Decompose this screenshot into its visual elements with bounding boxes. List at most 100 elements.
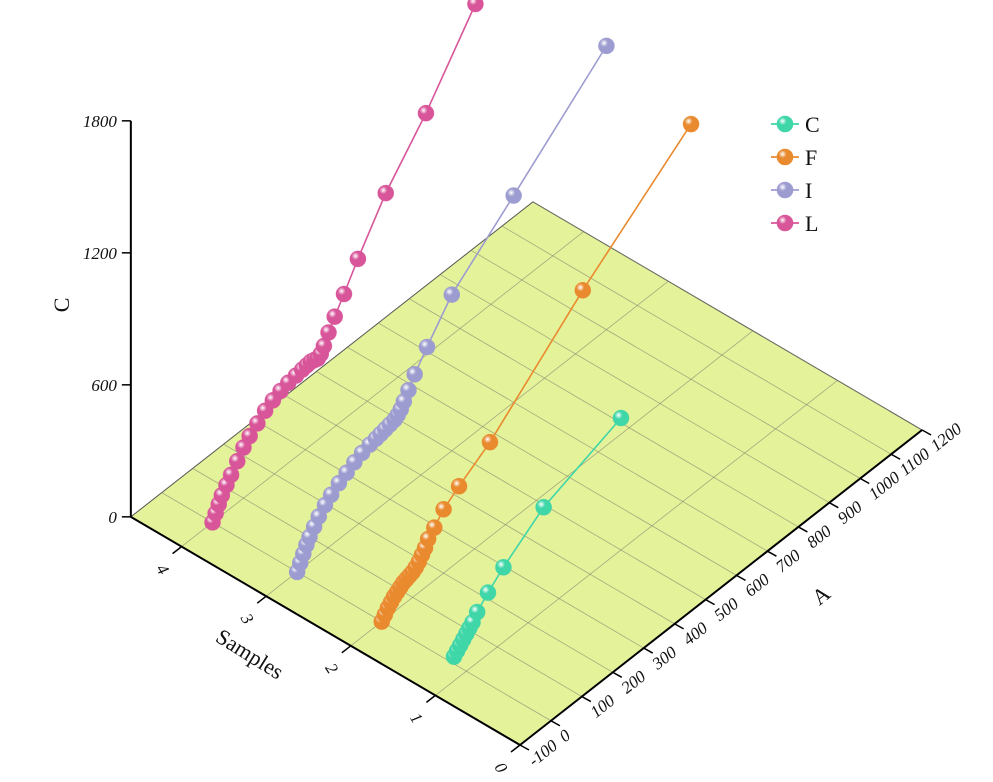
data-point-I — [505, 187, 522, 204]
a-axis-tick — [581, 695, 592, 703]
a-axis-tick — [859, 477, 870, 485]
data-point-F — [435, 501, 452, 518]
legend-marker — [776, 115, 794, 133]
floor-gridline-a — [532, 201, 923, 431]
a-axis-tick — [643, 647, 654, 654]
samples-axis-tick-label: 4 — [152, 561, 173, 579]
data-point-C — [468, 603, 486, 621]
data-point-I — [443, 286, 461, 303]
legend-marker — [776, 214, 794, 232]
floor-gridline-a — [316, 371, 706, 600]
floor-gridline-a — [192, 468, 583, 697]
a-axis-tick — [828, 502, 839, 509]
data-point-L — [417, 104, 435, 122]
floor-plane-layer — [129, 201, 923, 746]
a-axis-tick-label: 600 — [741, 570, 773, 601]
a-axis-tick-label: 0 — [556, 725, 575, 746]
data-point-I — [400, 381, 417, 399]
samples-axis-title: Samples — [212, 624, 288, 685]
samples-axis-tick — [341, 645, 352, 654]
a-axis-tick-label: 700 — [772, 545, 804, 576]
c-axis-tick-label: 0 — [108, 508, 117, 527]
floor-gridline-a — [161, 492, 552, 722]
a-axis-tick-label: 1200 — [927, 419, 966, 455]
c-axis-tick-label: 1200 — [83, 244, 118, 263]
a-axis-tick — [612, 671, 623, 678]
data-point-L — [228, 452, 246, 470]
a-axis-tick-label: 1000 — [865, 467, 904, 503]
legend-item-C: C — [771, 112, 820, 137]
a-axis-tick-label: 300 — [648, 642, 681, 674]
legend-marker — [776, 181, 794, 199]
legend-label: F — [805, 145, 817, 170]
samples-axis-line — [130, 515, 521, 746]
a-axis-tick — [798, 526, 808, 533]
floor-gridline-a — [439, 274, 830, 504]
data-point-F — [426, 519, 443, 536]
data-point-I — [598, 37, 615, 55]
a-axis-tick-label: 500 — [710, 594, 742, 625]
data-point-F — [481, 433, 499, 451]
data-point-L — [467, 0, 484, 13]
series-layer — [204, 0, 700, 665]
data-point-F — [574, 281, 592, 299]
floor-gridline-samples — [350, 330, 754, 647]
data-point-L — [320, 324, 337, 341]
series-C — [445, 409, 630, 665]
data-point-L — [377, 184, 395, 202]
a-axis-title: A — [807, 580, 835, 610]
floor-gridline-a — [254, 419, 644, 649]
a-axis-tick — [674, 623, 685, 630]
data-point-I — [322, 486, 340, 504]
data-point-C — [612, 409, 630, 427]
floor-gridline-samples — [435, 380, 838, 696]
samples-axis-tick-label: 0 — [491, 759, 512, 777]
floor-gridline-a — [285, 395, 675, 625]
samples-axis-tick — [510, 744, 521, 753]
a-axis-tick-label: 800 — [803, 521, 835, 552]
data-point-I — [418, 338, 436, 356]
data-point-C — [495, 558, 512, 576]
c-axis-title: C — [49, 297, 74, 312]
series-F — [373, 115, 700, 630]
data-point-L — [241, 427, 258, 445]
data-point-L — [335, 285, 353, 303]
a-axis-tick — [736, 574, 746, 582]
samples-axis-tick — [172, 546, 183, 555]
legend-label: L — [805, 211, 818, 236]
series-L — [204, 0, 484, 531]
data-point-F — [682, 115, 700, 133]
floor-gridline-a — [378, 322, 768, 552]
a-axis-tick-label: 900 — [834, 497, 866, 528]
a-axis-line — [519, 429, 923, 746]
data-point-F — [450, 477, 468, 495]
floor-gridline-samples — [181, 231, 584, 547]
c-axis-tick-label: 1800 — [83, 112, 118, 131]
a-axis-tick-label: 400 — [679, 618, 711, 649]
a-axis-tick — [705, 598, 715, 606]
a-axis-tick — [550, 720, 561, 727]
c-axis-tick-label: 600 — [91, 376, 117, 395]
a-axis-tick-label: 1100 — [896, 444, 934, 479]
data-point-I — [406, 365, 423, 383]
samples-axis-tick-label: 3 — [236, 609, 257, 627]
data-point-C — [479, 584, 497, 601]
samples-axis-tick — [425, 694, 436, 703]
a-axis-tick — [890, 453, 901, 460]
floor-gridline-samples — [265, 280, 669, 597]
samples-axis-tick-label: 2 — [321, 660, 342, 678]
a-axis-tick-label: -100 — [525, 736, 562, 770]
a-axis-tick — [921, 429, 932, 436]
legend-label: C — [805, 112, 820, 137]
a-axis-tick — [519, 744, 530, 751]
data-point-C — [535, 498, 552, 516]
series-I — [288, 37, 615, 581]
floor-gridline-a — [470, 249, 861, 479]
legend-marker — [776, 148, 794, 166]
data-point-L — [249, 415, 266, 432]
a-axis-tick-label: 100 — [587, 691, 619, 722]
data-point-L — [349, 250, 367, 268]
